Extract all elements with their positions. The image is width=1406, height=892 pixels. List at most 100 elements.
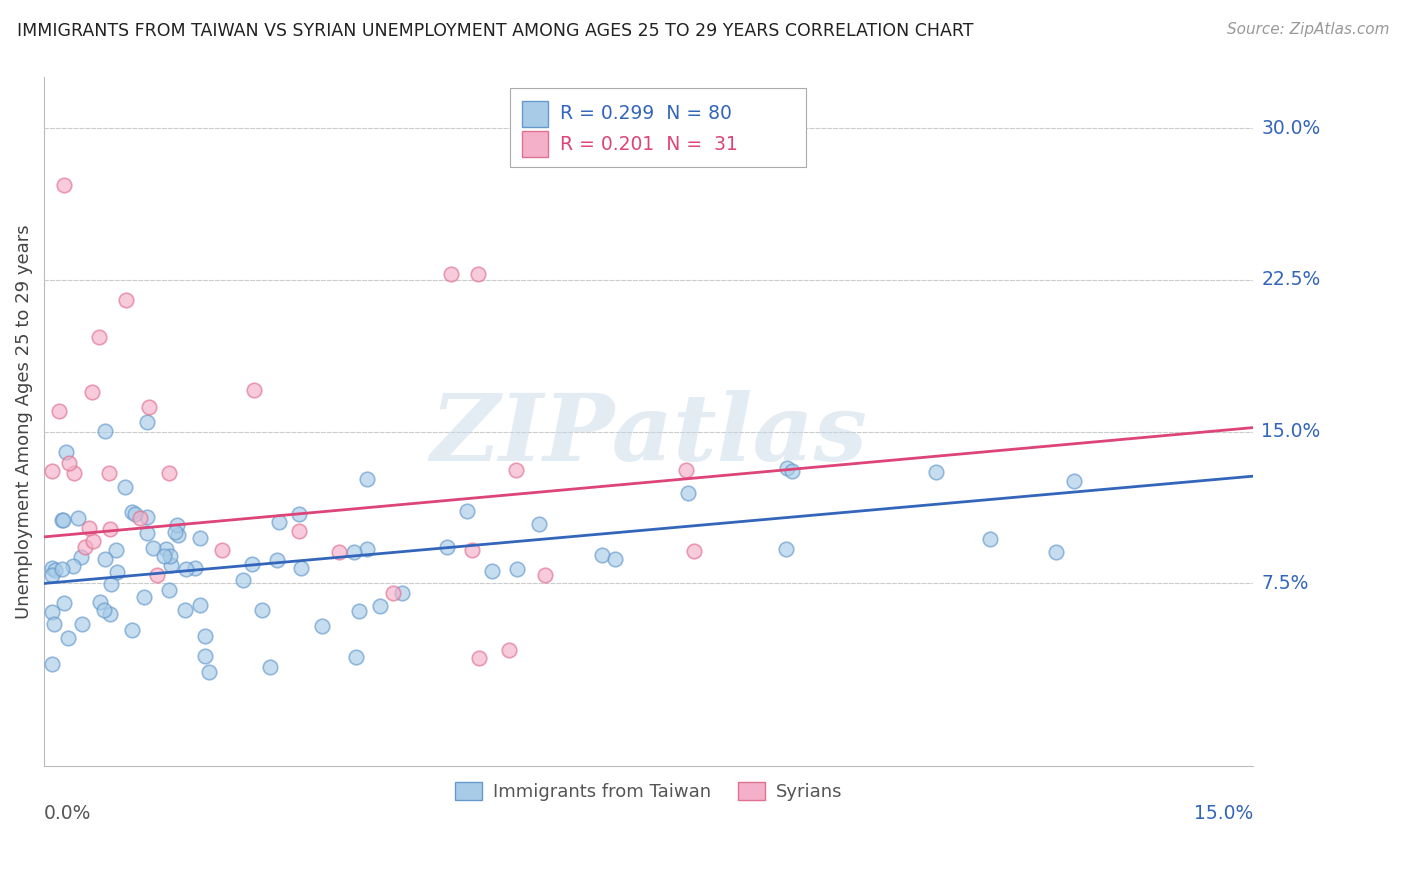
Point bbox=[356, 541, 378, 556]
Point bbox=[188, 598, 211, 612]
Point bbox=[290, 561, 312, 575]
Point bbox=[775, 461, 797, 475]
FancyBboxPatch shape bbox=[522, 131, 548, 157]
Point bbox=[132, 590, 155, 604]
Point bbox=[328, 545, 350, 559]
Point bbox=[467, 267, 489, 281]
Point bbox=[675, 463, 697, 477]
Point bbox=[259, 660, 281, 674]
Point bbox=[121, 505, 143, 519]
Point bbox=[311, 619, 333, 633]
Point bbox=[70, 616, 93, 631]
Point bbox=[100, 522, 122, 536]
Point bbox=[62, 559, 84, 574]
Point bbox=[979, 533, 1001, 547]
Point bbox=[79, 521, 101, 535]
Point bbox=[250, 602, 273, 616]
Point bbox=[782, 464, 804, 478]
Point bbox=[107, 565, 129, 579]
Point bbox=[41, 606, 63, 620]
Point bbox=[461, 543, 484, 558]
Text: ZIPatlas: ZIPatlas bbox=[430, 391, 868, 480]
Point bbox=[174, 603, 197, 617]
Point bbox=[190, 531, 212, 545]
Point bbox=[505, 463, 527, 477]
Point bbox=[94, 552, 117, 566]
Legend: Immigrants from Taiwan, Syrians: Immigrants from Taiwan, Syrians bbox=[447, 774, 849, 808]
Point bbox=[70, 549, 93, 564]
Point bbox=[58, 456, 80, 470]
Point bbox=[436, 540, 458, 554]
Text: 0.0%: 0.0% bbox=[44, 805, 91, 823]
Point bbox=[344, 649, 367, 664]
Point bbox=[775, 541, 797, 556]
Point bbox=[55, 445, 77, 459]
Point bbox=[159, 549, 181, 563]
Point bbox=[53, 178, 76, 192]
Point bbox=[48, 404, 70, 418]
FancyBboxPatch shape bbox=[509, 87, 806, 167]
Point bbox=[82, 534, 104, 549]
Point bbox=[157, 466, 180, 480]
Point bbox=[135, 415, 157, 429]
Point bbox=[506, 562, 529, 576]
Point bbox=[145, 568, 167, 582]
Point bbox=[105, 543, 128, 558]
Point bbox=[93, 603, 115, 617]
FancyBboxPatch shape bbox=[522, 101, 548, 127]
Point bbox=[67, 511, 90, 525]
Point bbox=[343, 545, 366, 559]
Point bbox=[1063, 474, 1085, 488]
Point bbox=[98, 607, 121, 621]
Point bbox=[165, 524, 187, 539]
Point bbox=[266, 553, 288, 567]
Point bbox=[347, 605, 370, 619]
Text: 7.5%: 7.5% bbox=[1261, 574, 1309, 593]
Point bbox=[925, 465, 948, 479]
Point bbox=[288, 524, 311, 539]
Point bbox=[98, 467, 121, 481]
Point bbox=[184, 561, 207, 575]
Point bbox=[242, 383, 264, 397]
Point bbox=[41, 464, 63, 478]
Point bbox=[498, 643, 520, 657]
Point bbox=[128, 510, 150, 524]
Point bbox=[114, 480, 136, 494]
Point bbox=[194, 649, 217, 664]
Point bbox=[159, 558, 181, 572]
Point bbox=[269, 516, 291, 530]
Point bbox=[155, 542, 177, 557]
Point bbox=[94, 425, 117, 439]
Point bbox=[534, 568, 557, 582]
Point bbox=[440, 267, 463, 281]
Point bbox=[603, 552, 626, 566]
Point bbox=[527, 517, 550, 532]
Point bbox=[51, 562, 73, 576]
Point bbox=[391, 585, 413, 599]
Point bbox=[100, 577, 122, 591]
Point bbox=[194, 629, 217, 643]
Point bbox=[368, 599, 391, 614]
Point bbox=[240, 557, 263, 571]
Point bbox=[121, 623, 143, 637]
Text: IMMIGRANTS FROM TAIWAN VS SYRIAN UNEMPLOYMENT AMONG AGES 25 TO 29 YEARS CORRELAT: IMMIGRANTS FROM TAIWAN VS SYRIAN UNEMPLO… bbox=[17, 22, 973, 40]
Point bbox=[211, 542, 233, 557]
Point bbox=[166, 517, 188, 532]
Point bbox=[41, 657, 63, 671]
Point bbox=[135, 509, 157, 524]
Text: Source: ZipAtlas.com: Source: ZipAtlas.com bbox=[1226, 22, 1389, 37]
Point bbox=[1045, 545, 1067, 559]
Point bbox=[52, 513, 75, 527]
Point bbox=[56, 631, 79, 645]
Point bbox=[142, 541, 165, 556]
Point bbox=[683, 544, 706, 558]
Point bbox=[198, 665, 221, 679]
Text: R = 0.299  N = 80: R = 0.299 N = 80 bbox=[561, 104, 733, 123]
Text: 30.0%: 30.0% bbox=[1261, 119, 1320, 137]
Point bbox=[89, 330, 111, 344]
Point bbox=[115, 293, 138, 307]
Point bbox=[42, 616, 65, 631]
Point bbox=[382, 586, 405, 600]
Point bbox=[288, 508, 311, 522]
Point bbox=[356, 472, 378, 486]
